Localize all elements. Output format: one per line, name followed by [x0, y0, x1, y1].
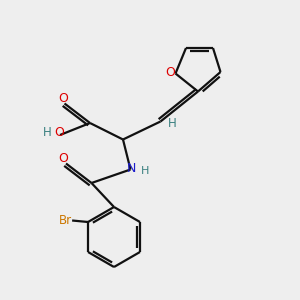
- Text: O: O: [165, 65, 175, 79]
- Text: N: N: [126, 161, 136, 175]
- Text: O: O: [58, 152, 68, 165]
- Text: Br: Br: [59, 214, 72, 227]
- Text: O: O: [58, 92, 68, 105]
- Text: O: O: [55, 126, 64, 139]
- Text: H: H: [167, 117, 176, 130]
- Text: H: H: [141, 166, 149, 176]
- Text: H: H: [43, 126, 52, 139]
